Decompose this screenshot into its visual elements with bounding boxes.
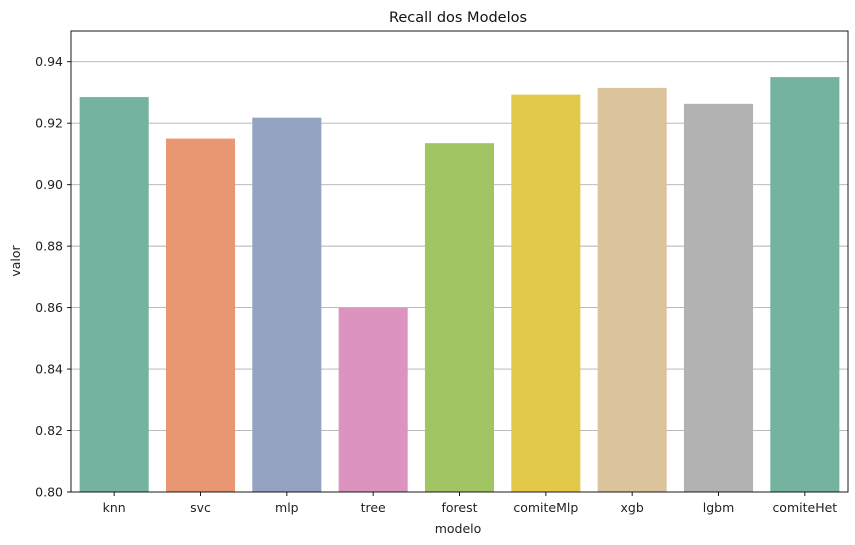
x-axis-label: modelo	[435, 521, 482, 536]
bars	[79, 77, 840, 493]
x-tick-label: lgbm	[703, 500, 735, 515]
bar-comiteHet	[770, 77, 840, 492]
y-tick-label: 0.82	[35, 423, 63, 438]
y-tick-label: 0.92	[35, 116, 63, 131]
y-tick-label: 0.88	[35, 239, 63, 254]
bar-comiteMlp	[511, 94, 581, 493]
x-tick-label: forest	[441, 500, 477, 515]
bar-knn	[79, 97, 149, 493]
y-axis-label: valor	[8, 244, 23, 276]
y-tick-label: 0.90	[35, 177, 63, 192]
y-tick-label: 0.94	[35, 54, 63, 69]
bar-forest	[424, 143, 495, 492]
x-tick-label: svc	[190, 500, 211, 515]
y-tick-label: 0.84	[35, 362, 63, 377]
bar-lgbm	[683, 103, 754, 492]
bar-xgb	[597, 87, 667, 493]
x-tick-label: comiteHet	[772, 500, 837, 515]
chart-title: Recall dos Modelos	[389, 10, 527, 26]
bar-svc	[165, 138, 236, 493]
x-tick-label: tree	[361, 500, 386, 515]
bar-tree	[338, 307, 408, 492]
x-tick-label: xgb	[621, 500, 644, 515]
x-tick-label: knn	[103, 500, 126, 515]
axes: 0.80 0.82 0.84 0.86 0.88 0.90 0.92 0.94 knn svc ml…	[35, 30, 849, 515]
y-tick-label: 0.86	[35, 300, 63, 315]
x-tick-label: comiteMlp	[513, 500, 578, 515]
y-tick-label: 0.80	[35, 485, 63, 500]
x-tick-label: mlp	[275, 500, 299, 515]
plot-frame	[70, 30, 849, 493]
bar-mlp	[252, 117, 322, 492]
